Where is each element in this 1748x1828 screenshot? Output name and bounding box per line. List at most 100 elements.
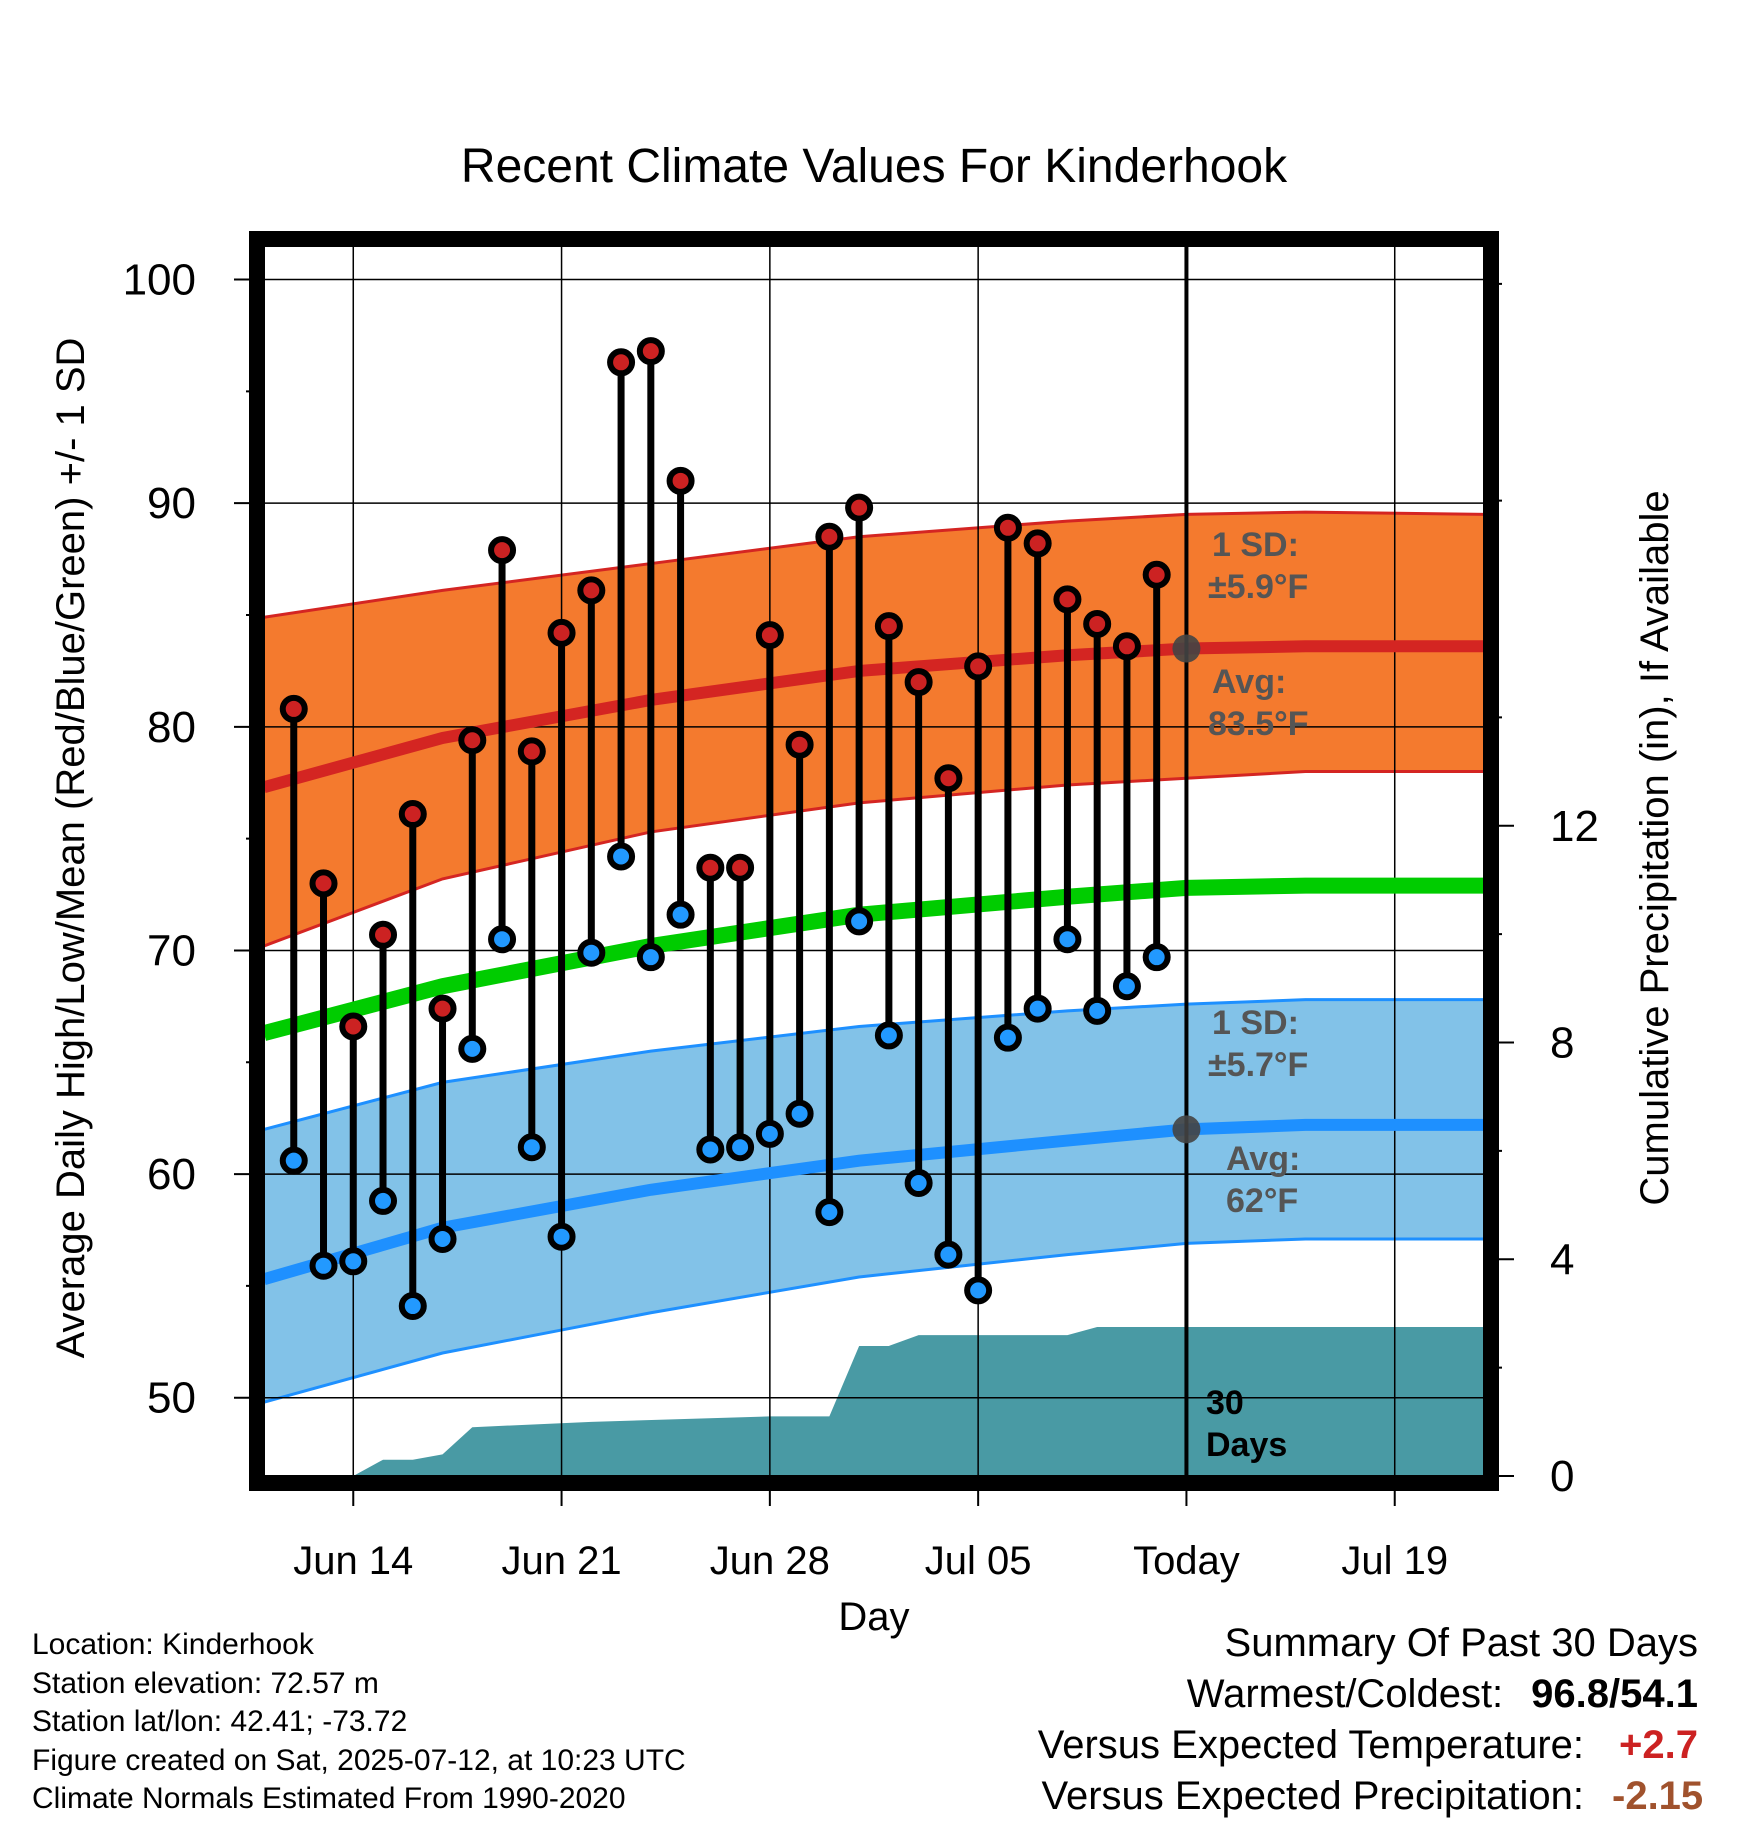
daily-low-point xyxy=(1142,943,1171,972)
daily-high-point xyxy=(755,621,784,650)
precip-annotation: 30 Days xyxy=(1206,1384,1287,1464)
daily-high-point xyxy=(785,730,814,759)
today-average-point xyxy=(1172,1115,1201,1144)
daily-high-point xyxy=(607,348,636,377)
normal-bands-layer xyxy=(264,510,1484,1404)
daily-low-point xyxy=(607,842,636,871)
metadata-location: Location: Kinderhook xyxy=(32,1628,314,1661)
high-avg-line2: 83.5°F xyxy=(1208,705,1309,743)
warmest-coldest-value: 96.8/54.1 xyxy=(1531,1672,1698,1716)
daily-high-point xyxy=(904,668,933,697)
daily-high-point xyxy=(547,618,576,647)
daily-high-point xyxy=(428,994,457,1023)
x-tick-label: Today xyxy=(1133,1539,1240,1583)
daily-low-point xyxy=(785,1099,814,1128)
high-sd-band xyxy=(264,512,1484,946)
summary-panel: Summary Of Past 30 Days Warmest/Coldest:… xyxy=(1038,1618,1703,1822)
daily-low-point xyxy=(993,1023,1022,1052)
daily-dots-layer xyxy=(279,337,1171,1321)
daily-high-point xyxy=(1053,585,1082,614)
daily-low-point xyxy=(309,1251,338,1280)
low-sd-band xyxy=(264,999,1484,1403)
daily-high-point xyxy=(488,536,517,565)
daily-low-point xyxy=(517,1133,546,1162)
station-metadata: Location: Kinderhook Station elevation: … xyxy=(32,1626,686,1819)
low-band-lower-edge xyxy=(264,1237,1484,1404)
daily-high-point xyxy=(398,800,427,829)
daily-low-point xyxy=(1112,972,1141,1001)
daily-high-point xyxy=(666,466,695,495)
high-sd-annotation: 1 SD: ±5.9°F xyxy=(1208,526,1308,606)
daily-low-point xyxy=(577,938,606,967)
x-tick-label: Jul 19 xyxy=(1341,1539,1448,1583)
x-axis-label: Day xyxy=(838,1595,909,1639)
low-sd-line2: ±5.7°F xyxy=(1208,1046,1308,1084)
right-axis-label: Cumulative Precipitation (in), If Availa… xyxy=(1633,490,1677,1205)
x-tick-label: Jun 21 xyxy=(502,1539,622,1583)
daily-high-point xyxy=(1083,609,1112,638)
metadata-normals: Climate Normals Estimated From 1990-2020 xyxy=(32,1782,626,1815)
daily-high-point xyxy=(874,612,903,641)
daily-low-point xyxy=(1083,996,1112,1025)
daily-low-point xyxy=(964,1276,993,1305)
daily-low-point xyxy=(636,943,665,972)
daily-low-point xyxy=(398,1292,427,1321)
high-avg-line1: Avg: xyxy=(1212,663,1286,701)
y-right-tick-label: 0 xyxy=(1550,1452,1574,1501)
daily-high-point xyxy=(1112,632,1141,661)
daily-high-point xyxy=(1023,529,1052,558)
daily-high-point xyxy=(309,869,338,898)
daily-low-point xyxy=(1053,925,1082,954)
daily-high-point xyxy=(458,726,487,755)
temp-label: Versus Expected Temperature: xyxy=(1037,1723,1584,1767)
high-avg-annotation: Avg: 83.5°F xyxy=(1208,663,1309,743)
precip-line2: Days xyxy=(1206,1426,1287,1464)
daily-low-point xyxy=(458,1034,487,1063)
daily-high-point xyxy=(934,764,963,793)
y-right-tick-label: 12 xyxy=(1550,802,1599,851)
low-avg-line2: 62°F xyxy=(1226,1182,1298,1220)
daily-low-point xyxy=(904,1169,933,1198)
high-band-lower-edge xyxy=(264,770,1484,948)
daily-low-point xyxy=(547,1222,576,1251)
precipitation-area xyxy=(264,1326,1484,1476)
daily-low-point xyxy=(428,1224,457,1253)
plot-frame xyxy=(249,231,1499,1491)
metadata-elevation: Station elevation: 72.57 m xyxy=(32,1666,379,1700)
y-left-tick-label: 100 xyxy=(123,256,196,305)
daily-low-point xyxy=(666,900,695,929)
daily-low-point xyxy=(488,925,517,954)
daily-high-point xyxy=(964,652,993,681)
daily-high-point xyxy=(577,576,606,605)
daily-high-point xyxy=(369,920,398,949)
y-left-tick-label: 70 xyxy=(147,926,196,975)
x-tick-label: Jun 14 xyxy=(293,1539,413,1583)
daily-high-point xyxy=(696,853,725,882)
y-left-tick-label: 50 xyxy=(147,1374,196,1423)
low-avg-annotation: Avg: 62°F xyxy=(1226,1140,1300,1220)
warmest-coldest-label: Warmest/Coldest: xyxy=(1186,1672,1504,1716)
x-tick-label: Jul 05 xyxy=(925,1539,1032,1583)
daily-high-point xyxy=(517,737,546,766)
daily-low-point xyxy=(934,1240,963,1269)
normal-mean-line xyxy=(264,877,1484,1041)
precip-label: Versus Expected Precipitation: xyxy=(1041,1774,1584,1818)
normal-low-line xyxy=(264,1118,1484,1285)
daily-low-point xyxy=(845,907,874,936)
high-sd-line1: 1 SD: xyxy=(1212,526,1299,564)
x-tick-label: Jun 28 xyxy=(710,1539,830,1583)
y-left-tick-label: 90 xyxy=(147,479,196,528)
low-band-upper-edge xyxy=(264,998,1484,1131)
summary-temperature: Versus Expected Temperature: +2.7 xyxy=(1038,1720,1698,1771)
daily-low-point xyxy=(339,1247,368,1276)
daily-low-point xyxy=(1023,994,1052,1023)
daily-low-point xyxy=(696,1135,725,1164)
daily-low-point xyxy=(874,1021,903,1050)
high-band-upper-edge xyxy=(264,510,1484,619)
y-left-tick-label: 60 xyxy=(147,1150,196,1199)
y-right-tick-label: 4 xyxy=(1550,1235,1574,1284)
daily-high-point xyxy=(993,513,1022,542)
reference-points-layer xyxy=(1172,634,1201,1144)
metadata-created: Figure created on Sat, 2025-07-12, at 10… xyxy=(32,1743,686,1777)
low-sd-annotation: 1 SD: ±5.7°F xyxy=(1208,1004,1308,1084)
